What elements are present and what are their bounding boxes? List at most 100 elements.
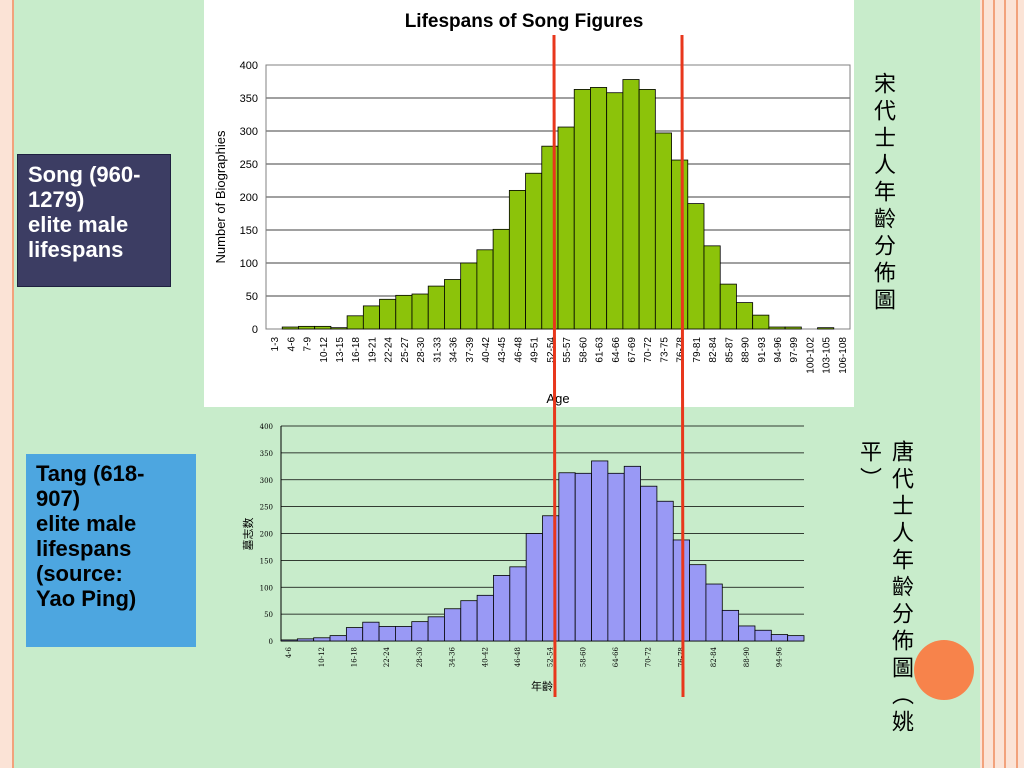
tang-x-tick-label: 94-96	[775, 646, 783, 667]
song-y-tick-label: 400	[240, 60, 258, 72]
song-x-tick-label: 34-36	[449, 337, 460, 363]
decorative-circle	[914, 640, 974, 700]
song-x-tick-label: 52-54	[546, 337, 557, 363]
song-x-tick-label: 28-30	[416, 337, 427, 363]
song-x-tick-label: 37-39	[465, 337, 476, 363]
song-x-tick-label: 88-90	[741, 337, 752, 363]
tang-x-tick-label: 28-30	[416, 647, 424, 667]
tang-y-axis-label: 墓志数	[242, 518, 255, 551]
tang-x-tick-label: 4-6	[285, 646, 293, 658]
song-x-axis-label: Age	[546, 391, 569, 406]
song-bar	[752, 314, 770, 330]
song-x-tick-label: 22-24	[384, 337, 395, 363]
song-x-tick-label: 70-72	[643, 337, 654, 363]
tang-x-tick-label: 88-90	[743, 647, 751, 667]
tang-x-tick-label: 46-48	[514, 647, 522, 667]
song-bar	[817, 327, 835, 330]
tang-x-tick-label: 76-78	[677, 647, 685, 667]
tang-x-tick-label: 16-18	[351, 647, 359, 667]
song-label-line: elite male	[28, 212, 129, 237]
tang-y-tick-label: 50	[264, 611, 273, 619]
marker-line-right	[680, 34, 685, 698]
tang-label-line: elite male	[36, 511, 137, 536]
song-x-tick-label: 61-63	[595, 337, 606, 363]
song-x-tick-label: 82-84	[708, 337, 719, 363]
song-x-tick-label: 31-33	[432, 337, 443, 363]
marker-line-left	[552, 34, 557, 698]
tang-x-tick-label: 40-42	[481, 647, 489, 667]
tang-label-line: (source:	[36, 561, 123, 586]
tang-x-tick-label: 10-12	[318, 647, 326, 667]
tang-label-line: lifespans	[36, 536, 132, 561]
song-label-line: lifespans	[28, 237, 124, 262]
tang-label-box: Tang (618- 907) elite male lifespans (so…	[26, 454, 196, 647]
tang-label-line: 907)	[36, 486, 81, 511]
song-x-tick-label: 46-48	[513, 337, 524, 363]
song-x-tick-label: 58-60	[578, 337, 589, 363]
tang-x-axis-label: 年齡	[531, 679, 553, 693]
tang-x-tick-label: 52-54	[547, 646, 555, 667]
song-x-tick-label: 19-21	[367, 337, 378, 363]
song-y-tick-label: 100	[240, 258, 258, 270]
left-decor-stripe	[0, 0, 14, 768]
song-y-axis-label: Number of Biographies	[213, 130, 228, 263]
tang-y-tick-label: 400	[260, 423, 273, 431]
song-chinese-caption: 宋代士人年齡分佈圖	[870, 72, 895, 315]
song-x-tick-label: 1-3	[270, 337, 281, 352]
song-x-tick-label: 100-102	[805, 337, 816, 374]
song-label-line: 1279)	[28, 187, 85, 212]
song-x-tick-label: 64-66	[611, 337, 622, 363]
song-x-tick-label: 94-96	[773, 337, 784, 363]
song-label-box: Song (960- 1279) elite male lifespans	[17, 154, 171, 287]
tang-y-tick-label: 300	[260, 477, 273, 485]
tang-y-tick-label: 250	[260, 504, 273, 512]
song-x-tick-label: 13-15	[335, 337, 346, 363]
tang-y-tick-label: 100	[260, 584, 273, 592]
song-x-tick-label: 25-27	[400, 337, 411, 363]
song-x-tick-label: 10-12	[319, 337, 330, 363]
tang-y-tick-label: 350	[260, 450, 273, 458]
song-x-tick-label: 67-69	[627, 337, 638, 363]
song-y-tick-label: 200	[240, 192, 258, 204]
right-decor-stripes	[980, 0, 1024, 768]
song-y-tick-label: 0	[252, 324, 258, 336]
tang-y-tick-label: 0	[269, 638, 273, 646]
song-y-tick-label: 50	[246, 291, 258, 303]
tang-x-tick-label: 82-84	[710, 646, 718, 667]
song-x-tick-label: 91-93	[757, 337, 768, 363]
tang-chinese-caption: 唐代士人年齡分佈圖（姚平）	[856, 440, 913, 737]
song-x-tick-label: 106-108	[838, 337, 849, 374]
song-label-line: Song (960-	[28, 162, 141, 187]
tang-x-tick-label: 22-24	[383, 646, 391, 667]
song-x-tick-label: 7-9	[303, 337, 314, 352]
song-x-tick-label: 79-81	[692, 337, 703, 363]
song-x-tick-label: 55-57	[562, 337, 573, 363]
song-x-tick-label: 103-105	[822, 337, 833, 374]
song-chart-title: Lifespans of Song Figures	[405, 11, 644, 32]
tang-x-tick-label: 64-66	[612, 646, 620, 667]
song-y-tick-label: 150	[240, 225, 258, 237]
song-x-tick-label: 73-75	[659, 337, 670, 363]
song-y-tick-label: 300	[240, 126, 258, 138]
tang-y-tick-label: 200	[260, 531, 273, 539]
song-x-tick-label: 40-42	[481, 337, 492, 363]
song-x-tick-label: 85-87	[724, 337, 735, 363]
song-x-tick-label: 49-51	[530, 337, 541, 363]
song-y-tick-label: 250	[240, 159, 258, 171]
song-x-tick-label: 97-99	[789, 337, 800, 363]
tang-x-tick-label: 70-72	[645, 647, 653, 667]
song-bar	[784, 326, 802, 330]
tang-label-line: Tang (618-	[36, 461, 145, 486]
song-x-tick-label: 4-6	[286, 337, 297, 352]
song-x-tick-label: 16-18	[351, 337, 362, 363]
song-y-tick-label: 350	[240, 93, 258, 105]
tang-y-tick-label: 150	[260, 557, 273, 565]
tang-label-line: Yao Ping)	[36, 586, 137, 611]
tang-x-tick-label: 58-60	[579, 647, 587, 667]
song-x-tick-label: 43-45	[497, 337, 508, 363]
tang-x-tick-label: 34-36	[449, 646, 457, 667]
tang-bar	[787, 635, 805, 642]
